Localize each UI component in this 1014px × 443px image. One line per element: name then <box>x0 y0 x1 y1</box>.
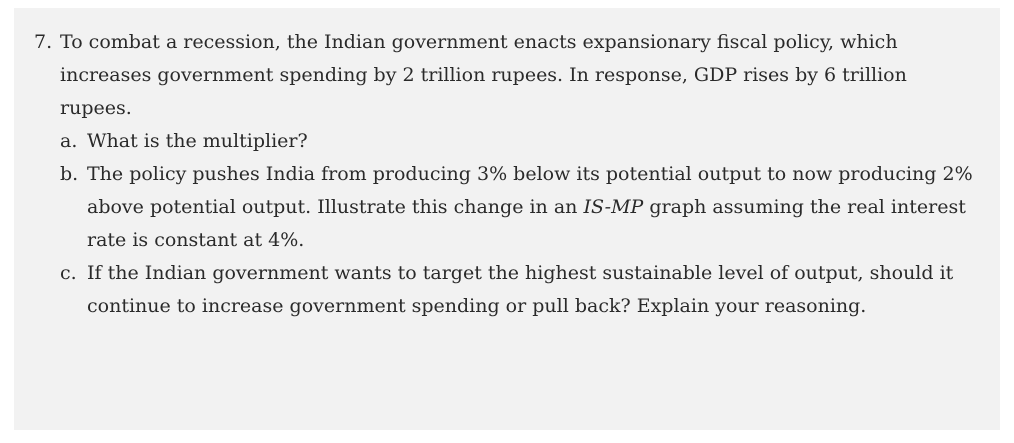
question-stem: 7. To combat a recession, the Indian gov… <box>34 26 984 125</box>
part-a: a. What is the multiplier? <box>60 125 984 158</box>
part-a-letter: a. <box>60 130 78 152</box>
question-7: 7. To combat a recession, the Indian gov… <box>34 26 984 323</box>
part-b-text-before: The policy pushes India from producing 3… <box>87 163 973 218</box>
part-b: b. The policy pushes India from producin… <box>60 158 984 257</box>
question-parts: a. What is the multiplier? b. The policy… <box>34 125 984 323</box>
question-number: 7. <box>34 31 53 53</box>
part-b-letter: b. <box>60 163 79 185</box>
part-c-letter: c. <box>60 262 77 284</box>
part-b-text-italic: IS-MP <box>583 196 644 218</box>
part-b-text: The policy pushes India from producing 3… <box>87 158 984 257</box>
part-c-text: If the Indian government wants to target… <box>87 262 954 317</box>
part-a-text: What is the multiplier? <box>87 130 308 152</box>
question-text: To combat a recession, the Indian govern… <box>60 31 907 119</box>
part-c: c. If the Indian government wants to tar… <box>60 257 984 323</box>
question-card: 7. To combat a recession, the Indian gov… <box>14 8 1000 430</box>
part-b-text-after: graph assuming the real interest rate is… <box>87 196 966 251</box>
